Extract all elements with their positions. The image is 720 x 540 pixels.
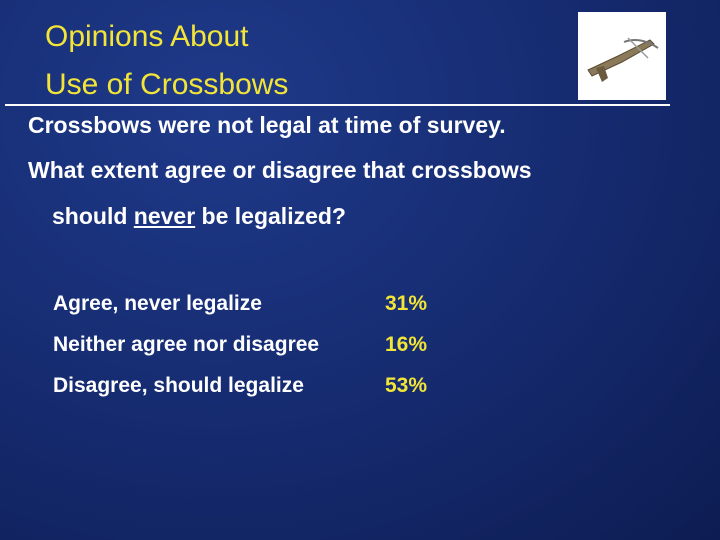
title-line: Opinions About bbox=[45, 20, 249, 53]
question-text: be legalized? bbox=[201, 203, 346, 229]
response-label: Disagree, should legalize bbox=[53, 374, 304, 397]
title-line: Use of Crossbows bbox=[45, 68, 289, 101]
statement: Crossbows were not legal at time of surv… bbox=[28, 112, 506, 138]
crossbow-image bbox=[578, 12, 666, 100]
question-line: What extent agree or disagree that cross… bbox=[28, 157, 532, 183]
emphasis: never bbox=[133, 203, 196, 229]
question-text: should bbox=[52, 203, 128, 229]
response-percent: 53% bbox=[385, 374, 428, 397]
response-percent: 31% bbox=[385, 292, 428, 315]
divider bbox=[5, 104, 670, 106]
question-line: should never be legalized? bbox=[52, 203, 346, 230]
response-percent: 16% bbox=[385, 333, 428, 356]
response-label: Agree, never legalize bbox=[53, 292, 262, 315]
response-label: Neither agree nor disagree bbox=[53, 333, 320, 356]
